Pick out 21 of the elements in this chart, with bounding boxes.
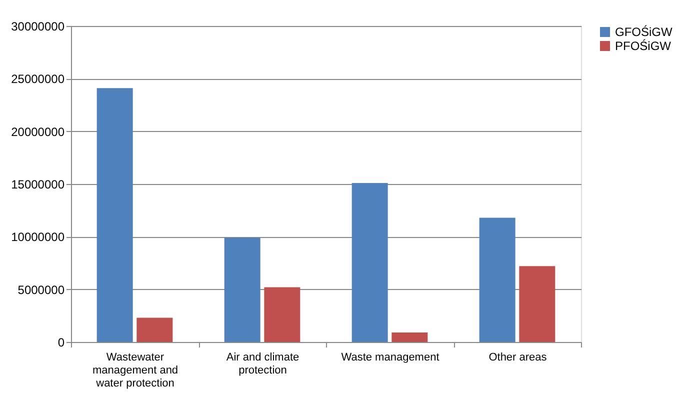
y-tick-label: 10000000 xyxy=(11,230,65,244)
legend-label: PFOŚiGW xyxy=(615,39,672,53)
bar xyxy=(264,287,300,342)
bar xyxy=(136,318,173,342)
y-tick-label: 15000000 xyxy=(11,178,65,192)
y-tick-label: 30000000 xyxy=(11,20,65,34)
y-tick-label: 5000000 xyxy=(18,282,65,297)
bar xyxy=(224,238,260,342)
bar xyxy=(96,88,133,342)
bar xyxy=(479,218,516,342)
x-tick-label: Air and climate protection xyxy=(226,352,300,376)
bar xyxy=(352,182,388,342)
x-tick-label: Waste management xyxy=(341,352,440,364)
y-tick-label: 20000000 xyxy=(11,124,65,139)
bar xyxy=(392,332,428,342)
bar xyxy=(519,266,556,342)
y-tick-label: 0 xyxy=(58,336,65,350)
legend-label: GFOŚiGW xyxy=(615,25,673,39)
x-tick-label: Other areas xyxy=(488,352,548,364)
x-tick-label: Wastewater management and water protection xyxy=(92,352,178,390)
y-tick-label: 25000000 xyxy=(11,72,65,86)
